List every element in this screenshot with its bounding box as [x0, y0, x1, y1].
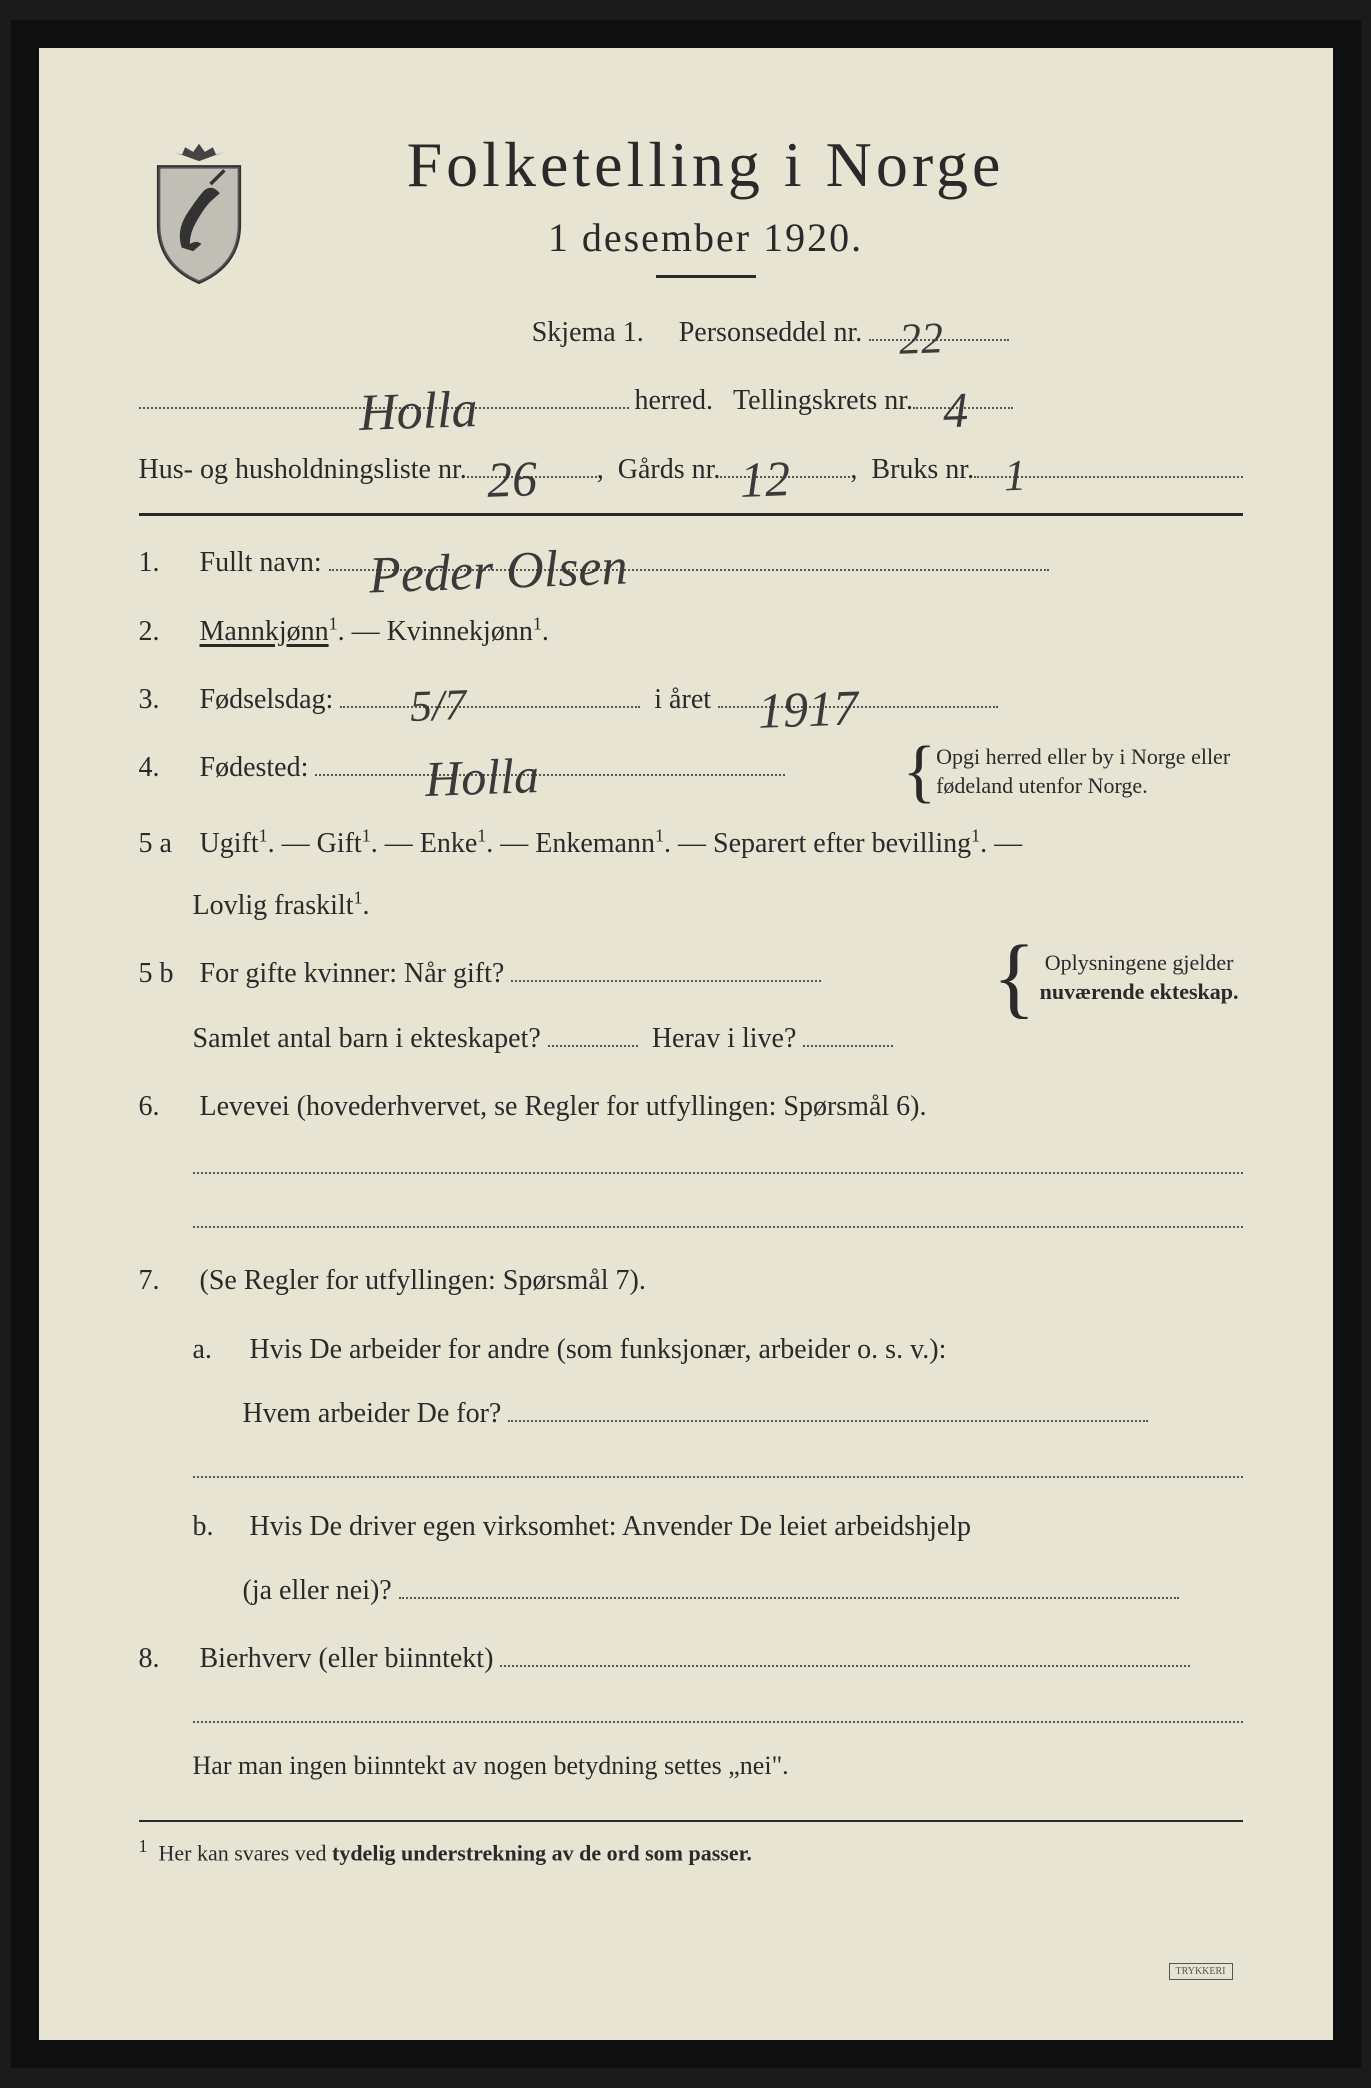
q2-num: 2.	[139, 607, 193, 657]
q1-field: Peder Olsen	[329, 569, 1049, 571]
q5b-gift-field	[511, 980, 821, 982]
herred-field: Holla	[139, 407, 629, 409]
q6-text: Levevei (hovederhvervet, se Regler for u…	[200, 1091, 927, 1122]
q5b-row: 5 b For gifte kvinner: Når gift? Samlet …	[139, 949, 1243, 1064]
q2-kvinne: Kvinnekjønn	[387, 616, 533, 647]
form-body: Skjema 1. Personseddel nr. 22 Holla herr…	[139, 308, 1243, 1873]
personseddel-label: Personseddel nr.	[679, 317, 863, 348]
q7a-row: a. Hvis De arbeider for andre (som funks…	[193, 1325, 1243, 1440]
norway-coat-of-arms-icon	[139, 138, 259, 288]
tail-note: Har man ingen biinntekt av nogen betydni…	[193, 1743, 1243, 1790]
q5a-row: 5 a Ugift1. — Gift1. — Enke1. — Enkemann…	[139, 819, 1243, 932]
footnote: 1 Her kan svares ved tydelig understrekn…	[139, 1820, 1243, 1873]
q7-num: 7.	[139, 1256, 193, 1306]
brace-icon: {	[993, 951, 1036, 1005]
q1-num: 1.	[139, 538, 193, 588]
skjema-label: Skjema 1.	[532, 317, 644, 348]
q7b-row: b. Hvis De driver egen virksomhet: Anven…	[193, 1502, 1243, 1617]
husliste-line: Hus- og husholdningsliste nr. 26 , Gårds…	[139, 445, 1243, 495]
q1-label: Fullt navn:	[200, 547, 322, 578]
q5b-note: Oplysningene gjelder nuværende ekteskap.	[1036, 949, 1243, 1006]
brace-icon: {	[903, 751, 937, 793]
q7a-line2: Hvem arbeider De for?	[243, 1398, 502, 1429]
q5a-num: 5 a	[139, 819, 193, 869]
q4-value: Holla	[424, 730, 541, 824]
q7b-field	[399, 1597, 1179, 1599]
q5b-live-field	[803, 1045, 893, 1047]
gards-value: 12	[739, 433, 792, 525]
q7a-num: a.	[193, 1325, 243, 1375]
q7a-field	[508, 1420, 1148, 1422]
bruks-label: Bruks nr.	[871, 445, 974, 495]
form-date: 1 desember 1920.	[289, 214, 1123, 261]
q3-year-label: i året	[654, 684, 711, 715]
q7-row: 7. (Se Regler for utfyllingen: Spørsmål …	[139, 1256, 1243, 1306]
q2-row: 2. Mannkjønn1. — Kvinnekjønn1.	[139, 607, 1243, 657]
q5b-line2b: Herav i live?	[652, 1023, 797, 1054]
q3-day-field: 5/7	[340, 706, 640, 708]
gards-field: 12	[720, 476, 850, 478]
bruks-field: 1	[974, 476, 1242, 478]
q5b-barn-field	[548, 1045, 638, 1047]
q6-field-2	[193, 1204, 1243, 1228]
q6-row: 6. Levevei (hovederhvervet, se Regler fo…	[139, 1082, 1243, 1132]
q8-num: 8.	[139, 1634, 193, 1684]
q4-note: Opgi herred eller by i Norge eller fødel…	[936, 743, 1242, 800]
q4-field: Holla	[315, 774, 785, 776]
q7-intro: (Se Regler for utfyllingen: Spørsmål 7).	[200, 1265, 646, 1296]
q3-label: Fødselsdag:	[200, 684, 334, 715]
husliste-value: 26	[485, 433, 538, 525]
personseddel-value: 22	[898, 298, 945, 379]
title-block: Folketelling i Norge 1 desember 1920.	[289, 128, 1243, 298]
gards-label: Gårds nr.	[618, 445, 721, 495]
bruks-value: 1	[1003, 435, 1028, 515]
q5b-line2a: Samlet antal barn i ekteskapet?	[193, 1023, 541, 1054]
q8-field-2	[193, 1703, 1243, 1723]
q5b-line1: For gifte kvinner: Når gift?	[200, 958, 505, 989]
form-title: Folketelling i Norge	[289, 128, 1123, 202]
census-form-page: Folketelling i Norge 1 desember 1920. Sk…	[11, 20, 1361, 2068]
skjema-line: Skjema 1. Personseddel nr. 22	[139, 308, 1243, 358]
q3-num: 3.	[139, 675, 193, 725]
q6-field-1	[193, 1150, 1243, 1174]
q3-year-field: 1917	[718, 706, 998, 708]
title-divider	[656, 275, 756, 278]
herred-line: Holla herred. Tellingskrets nr. 4	[139, 376, 1243, 426]
q1-row: 1. Fullt navn: Peder Olsen	[139, 538, 1243, 588]
personseddel-field: 22	[869, 339, 1009, 341]
header: Folketelling i Norge 1 desember 1920.	[139, 128, 1243, 298]
q7a-line1: Hvis De arbeider for andre (som funksjon…	[250, 1334, 947, 1365]
section-divider-1	[139, 513, 1243, 516]
herred-label: herred.	[635, 376, 714, 426]
q5b-num: 5 b	[139, 949, 193, 999]
printer-mark: TRYKKERI	[1169, 1963, 1233, 1980]
q4-num: 4.	[139, 743, 193, 793]
q6-num: 6.	[139, 1082, 193, 1132]
q8-label: Bierhverv (eller biinntekt)	[200, 1643, 494, 1674]
q8-field	[500, 1665, 1190, 1667]
q3-row: 3. Fødselsdag: 5/7 i året 1917	[139, 675, 1243, 725]
q8-row: 8. Bierhverv (eller biinntekt)	[139, 1634, 1243, 1684]
tellingskrets-field: 4	[913, 407, 1013, 409]
q7b-line1: Hvis De driver egen virksomhet: Anvender…	[250, 1511, 972, 1542]
q7a-field-2	[193, 1458, 1243, 1478]
q3-year-value: 1917	[756, 662, 859, 755]
tellingskrets-label: Tellingskrets nr.	[733, 376, 913, 426]
q4-label: Fødested:	[200, 752, 309, 783]
husliste-label: Hus- og husholdningsliste nr.	[139, 445, 467, 495]
q7b-line2: (ja eller nei)?	[243, 1575, 392, 1606]
tellingskrets-value: 4	[941, 365, 969, 456]
q2-mann: Mannkjønn	[200, 616, 329, 647]
q4-row: 4. Fødested: Holla { Opgi herred eller b…	[139, 743, 1243, 800]
q7b-num: b.	[193, 1502, 243, 1552]
husliste-field: 26	[467, 476, 597, 478]
